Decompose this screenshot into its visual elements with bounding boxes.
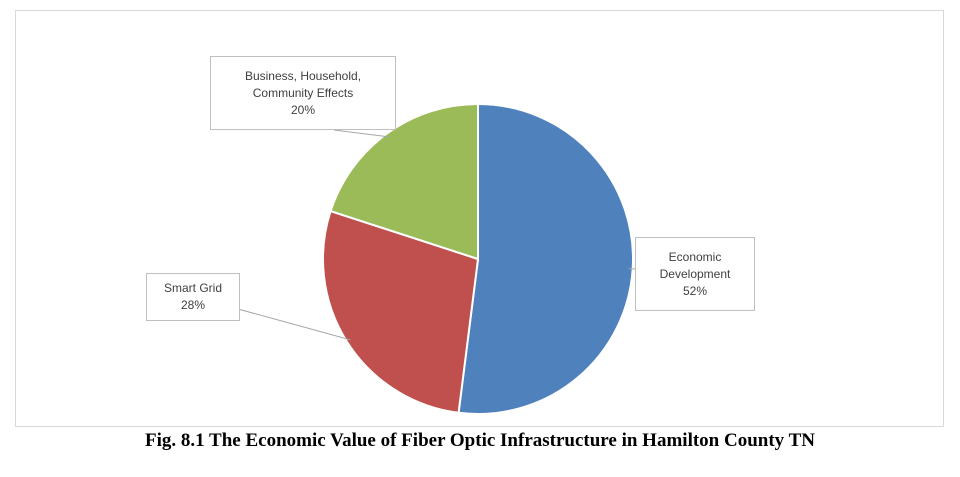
pie-slice-1 xyxy=(322,209,480,414)
pie-slice-2 xyxy=(329,102,479,261)
leader-line-0 xyxy=(628,267,636,270)
slice-label-line: Community Effects xyxy=(252,85,354,100)
slice-label-line: Business, Household, xyxy=(244,68,362,83)
leader-line-1 xyxy=(237,308,351,341)
callout-smart-grid: Smart Grid 28% xyxy=(146,273,240,321)
slice-label-line: Economic xyxy=(668,249,722,264)
callout-business-household-community: Business, Household, Community Effects 2… xyxy=(210,56,396,130)
leader-line-2 xyxy=(333,129,390,138)
slice-percent-label: 20% xyxy=(290,102,316,117)
chart-area: Business, Household, Community Effects 2… xyxy=(15,10,944,427)
callout-economic-development: Economic Development 52% xyxy=(635,237,755,311)
slice-label-line: Smart Grid xyxy=(163,281,222,295)
slice-percent-label: 52% xyxy=(682,283,708,298)
figure-caption: Fig. 8.1 The Economic Value of Fiber Opt… xyxy=(145,430,815,451)
slice-label-line: Development xyxy=(659,266,731,281)
pie-chart xyxy=(237,102,636,415)
slice-percent-label: 28% xyxy=(180,298,206,312)
pie-slice-0 xyxy=(457,102,634,415)
